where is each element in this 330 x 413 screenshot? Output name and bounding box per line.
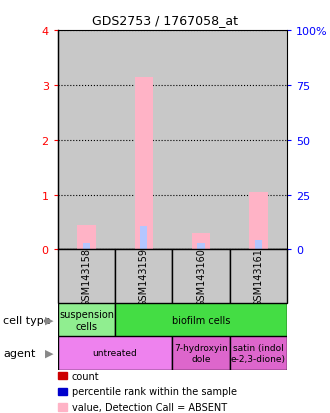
Text: count: count bbox=[72, 371, 100, 381]
Text: agent: agent bbox=[3, 348, 36, 358]
Bar bbox=[58, 304, 115, 337]
Text: satin (indol
e-2,3-dione): satin (indol e-2,3-dione) bbox=[231, 344, 286, 363]
Bar bbox=[230, 250, 287, 304]
Bar bbox=[249, 192, 268, 250]
Bar bbox=[230, 337, 287, 370]
Bar bbox=[58, 250, 115, 304]
Text: GSM143160: GSM143160 bbox=[196, 247, 206, 306]
Bar bbox=[173, 31, 230, 250]
Bar bbox=[230, 31, 287, 250]
Bar bbox=[140, 227, 148, 250]
Text: 7-hydroxyin
dole: 7-hydroxyin dole bbox=[174, 344, 228, 363]
Text: GDS2753 / 1767058_at: GDS2753 / 1767058_at bbox=[92, 14, 238, 27]
Text: GSM143161: GSM143161 bbox=[253, 247, 263, 306]
Text: GSM143159: GSM143159 bbox=[139, 247, 149, 306]
Bar bbox=[115, 304, 287, 337]
Bar bbox=[135, 78, 153, 250]
Text: cell type: cell type bbox=[3, 315, 51, 325]
Text: ▶: ▶ bbox=[45, 315, 54, 325]
Bar bbox=[173, 250, 230, 304]
Text: suspension
cells: suspension cells bbox=[59, 309, 114, 331]
Text: untreated: untreated bbox=[93, 349, 138, 358]
Bar bbox=[83, 243, 90, 250]
Bar bbox=[197, 243, 205, 250]
Bar bbox=[58, 337, 173, 370]
Bar bbox=[58, 31, 115, 250]
Text: ▶: ▶ bbox=[45, 348, 54, 358]
Bar bbox=[173, 337, 230, 370]
Bar bbox=[77, 225, 96, 250]
Bar bbox=[115, 250, 173, 304]
Text: biofilm cells: biofilm cells bbox=[172, 315, 230, 325]
Text: percentile rank within the sample: percentile rank within the sample bbox=[72, 387, 237, 396]
Text: value, Detection Call = ABSENT: value, Detection Call = ABSENT bbox=[72, 402, 227, 412]
Bar bbox=[115, 31, 173, 250]
Bar bbox=[192, 233, 210, 250]
Text: GSM143158: GSM143158 bbox=[82, 247, 91, 306]
Bar bbox=[255, 240, 262, 250]
